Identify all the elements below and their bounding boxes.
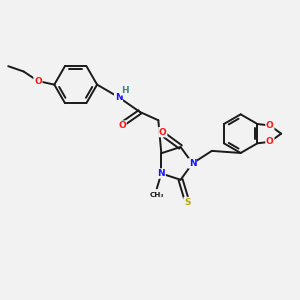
Text: O: O [159, 128, 166, 136]
Text: O: O [118, 121, 126, 130]
Text: O: O [266, 137, 274, 146]
Text: O: O [266, 121, 274, 130]
Text: H: H [121, 86, 129, 95]
Text: O: O [34, 76, 42, 85]
Text: S: S [184, 198, 191, 207]
Text: N: N [158, 169, 165, 178]
Text: N: N [189, 159, 196, 168]
Text: N: N [115, 93, 122, 102]
Text: CH₃: CH₃ [150, 192, 164, 198]
